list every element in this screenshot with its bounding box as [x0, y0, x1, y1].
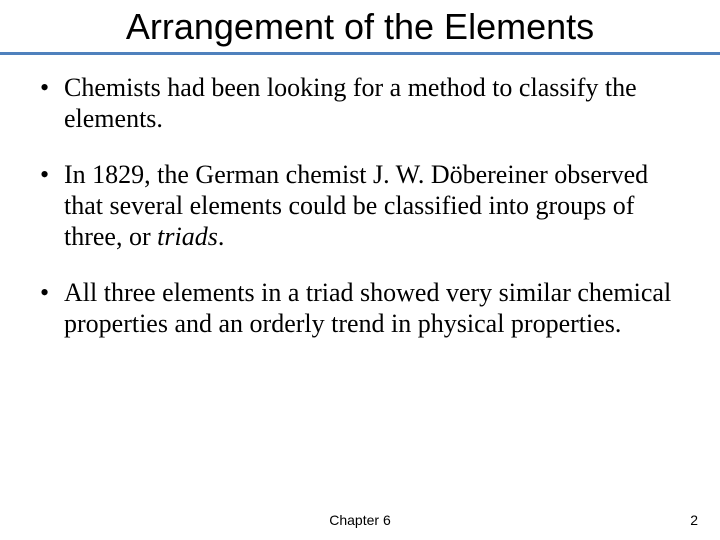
- bullet-text-segment: Chemists had been looking for a method t…: [64, 73, 637, 133]
- footer-chapter: Chapter 6: [0, 512, 720, 528]
- bullet-list: Chemists had been looking for a method t…: [38, 73, 682, 340]
- bullet-text-segment: In 1829, the German chemist J. W. Döbere…: [64, 160, 648, 250]
- footer-page-number: 2: [690, 512, 698, 528]
- bullet-item: All three elements in a triad showed ver…: [38, 278, 682, 339]
- slide-title: Arrangement of the Elements: [0, 0, 720, 52]
- bullet-text-segment: triads: [157, 222, 218, 251]
- bullet-text-segment: .: [218, 222, 225, 251]
- bullet-item: In 1829, the German chemist J. W. Döbere…: [38, 160, 682, 252]
- bullet-item: Chemists had been looking for a method t…: [38, 73, 682, 134]
- slide-body: Chemists had been looking for a method t…: [0, 55, 720, 340]
- bullet-text-segment: All three elements in a triad showed ver…: [64, 278, 671, 338]
- slide: Arrangement of the Elements Chemists had…: [0, 0, 720, 540]
